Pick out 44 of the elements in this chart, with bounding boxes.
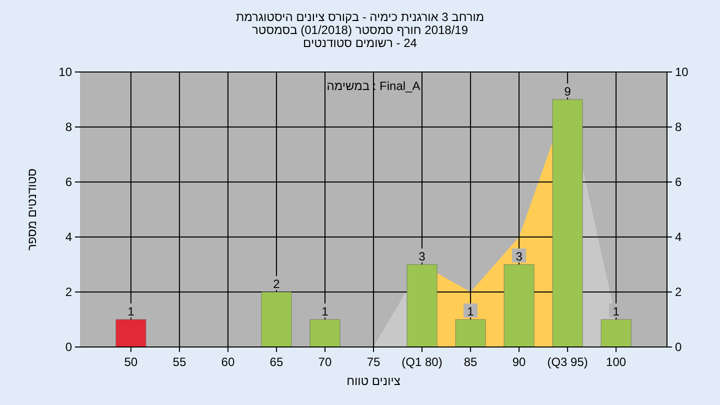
y-tick-label: 0: [65, 340, 72, 354]
y2-tick-label: 0: [675, 340, 682, 354]
x-tick-label: 75: [366, 355, 380, 369]
x-tick-label: 90: [512, 355, 526, 369]
x-tick-label: 65: [270, 355, 284, 369]
bar: [406, 264, 438, 348]
x-tick-label: (Q1 80): [402, 355, 442, 369]
y2-tick-label: 4: [675, 230, 682, 244]
data-label: 3: [516, 250, 523, 264]
y2-tick-label: 10: [675, 65, 689, 79]
data-label: 3: [418, 250, 426, 264]
chart-subtitle: 2018/19 חורף סמסטר (01/2018) בסמסטר 24 - רשומים סטודנטים: [252, 23, 468, 50]
bar: [455, 319, 486, 348]
y2-tick-label: 8: [675, 120, 682, 134]
x-tick-label: 60: [221, 355, 235, 369]
data-label: 1: [322, 304, 329, 318]
y-axis-title: סטודנטים מספר: [25, 168, 39, 251]
chart-title: מורחב 3 אורגנית כימיה - בקורס ציונים היסטוגרמת: [236, 10, 484, 24]
bar: [552, 99, 583, 348]
y-tick-label: 6: [65, 175, 72, 189]
data-label: 2: [273, 277, 280, 291]
bar: [116, 319, 146, 348]
x-tick-label: 70: [318, 355, 332, 369]
y-tick-label: 4: [65, 230, 72, 244]
x-tick-label: 50: [124, 355, 138, 369]
y-tick-label: 2: [65, 285, 72, 299]
data-label: 9: [564, 84, 572, 98]
bar: [504, 264, 534, 348]
bar: [600, 319, 632, 348]
bar: [261, 292, 292, 348]
y2-tick-label: 6: [675, 175, 682, 189]
x-tick-label: 55: [172, 355, 186, 369]
bar: [310, 319, 340, 348]
x-tick-label: 85: [464, 355, 478, 369]
data-label: 1: [467, 304, 474, 318]
x-axis-title: ציונים טווח: [346, 374, 401, 388]
data-label: 1: [612, 304, 620, 318]
y2-tick-label: 2: [675, 285, 682, 299]
annotation: Final_A : במשימה: [326, 79, 420, 93]
x-tick-label: (Q3 95): [547, 355, 588, 369]
data-label: 1: [128, 304, 135, 318]
y-tick-label: 8: [65, 120, 72, 134]
x-tick-label: 100: [606, 355, 626, 369]
y-tick-label: 10: [58, 65, 72, 79]
